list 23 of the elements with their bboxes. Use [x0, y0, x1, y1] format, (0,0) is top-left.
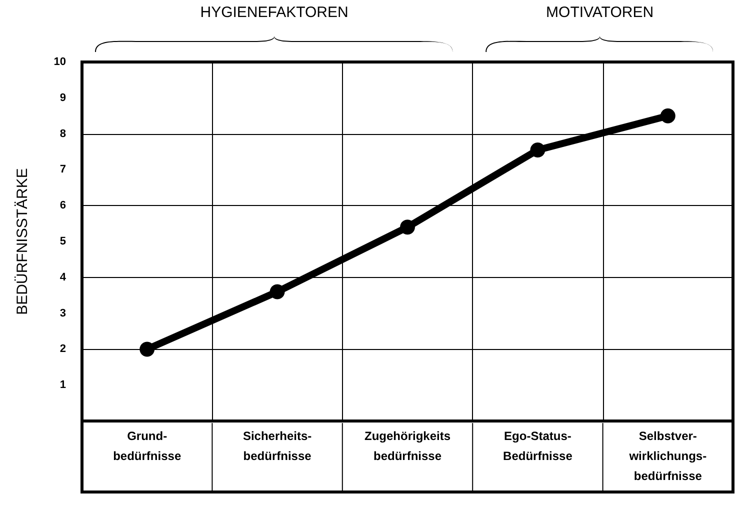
y-tick-label: 1 [60, 379, 66, 392]
point [530, 142, 546, 158]
y-axis-title: BEDÜRFNISSTÄRKE [14, 168, 31, 315]
point [140, 342, 155, 357]
point [660, 108, 676, 124]
y-tick-label: 8 [60, 128, 66, 140]
text: MOTIVATOREN [546, 4, 654, 21]
x-tick-label: Sicherheits- bedürfnisse [242, 429, 312, 463]
x-tick-label: Selbstver- wirklichungs- bedürfnisse [628, 429, 707, 483]
point [270, 284, 285, 300]
y-tick-label: 3 [60, 307, 66, 320]
point [400, 220, 415, 235]
y-tick-label: 9 [60, 92, 66, 104]
x-tick-label: Grund- bedürfnisse [113, 429, 182, 463]
text: HYGIENEFAKTOREN [200, 4, 348, 21]
y-tick-label: 6 [60, 200, 66, 212]
y-tick-label: 4 [60, 271, 67, 284]
y-tick-label: 7 [60, 164, 66, 176]
y-tick-label: 5 [60, 236, 66, 248]
x-tick-label: Ego-Status- Bedürfnisse [503, 429, 573, 463]
y-tick-label: 2 [60, 343, 66, 356]
x-tick-label: Zugehörigkeits bedürfnisse [364, 429, 451, 463]
y-tick-label: 10 [54, 56, 66, 68]
